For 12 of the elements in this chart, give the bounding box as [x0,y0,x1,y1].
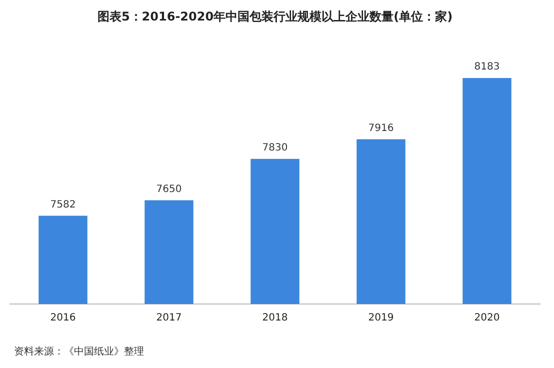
annotation: 资料来源：《中国纸业》整理 [14,346,144,358]
data-label: 8183 [474,62,500,73]
x-tick-label: 2017 [156,312,182,324]
data-label: 7916 [368,122,394,134]
data-label: 7650 [156,184,182,195]
x-tick-label: 2018 [262,312,288,324]
data-label: 7582 [50,199,76,210]
x-tick-label: 2020 [474,312,500,324]
x-tick-label: 2016 [50,312,76,324]
x-tick-label: 2019 [368,312,394,324]
chart-title: 图表5：2016-2020年中国包装行业规模以上企业数量(单位：家) [97,9,453,24]
data-label: 7830 [262,142,288,154]
